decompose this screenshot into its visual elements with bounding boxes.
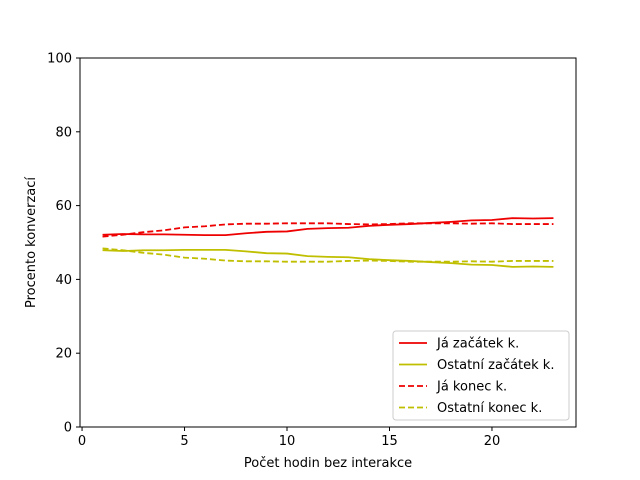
legend-label: Já konec k. [436, 380, 507, 395]
x-tick-label: 10 [279, 434, 296, 449]
axes-layer: 0 5 10 15 20 0 20 40 60 80 100 [47, 52, 500, 450]
y-axis-label: Procento konverzací [24, 177, 39, 308]
x-tick-label: 20 [484, 434, 501, 449]
series-layer [102, 217, 554, 268]
x-tick-label: 5 [180, 434, 188, 449]
series-line-3 [102, 222, 554, 238]
legend-label: Já začátek k. [436, 337, 519, 352]
plot-area-frame [79, 57, 577, 428]
y-tick-label: 60 [55, 199, 72, 214]
y-tick-label: 0 [64, 421, 72, 436]
y-tick-label: 40 [55, 273, 72, 288]
legend-box [392, 330, 570, 421]
y-tick-label: 100 [47, 52, 72, 67]
series-line-1 [102, 217, 554, 237]
x-tick-label: 15 [381, 434, 398, 449]
y-tick-label: 20 [55, 347, 72, 362]
series-line-2 [102, 248, 554, 268]
legend-label: Ostatní začátek k. [437, 358, 554, 373]
x-tick-label: 0 [78, 434, 86, 449]
x-axis-label: Počet hodin bez interakce [244, 456, 412, 471]
y-tick-label: 80 [55, 125, 72, 140]
legend-label: Ostatní konec k. [437, 401, 542, 416]
series-line-4 [102, 247, 554, 263]
legend: Já začátek k. Ostatní začátek k. Já konec … [392, 330, 570, 421]
